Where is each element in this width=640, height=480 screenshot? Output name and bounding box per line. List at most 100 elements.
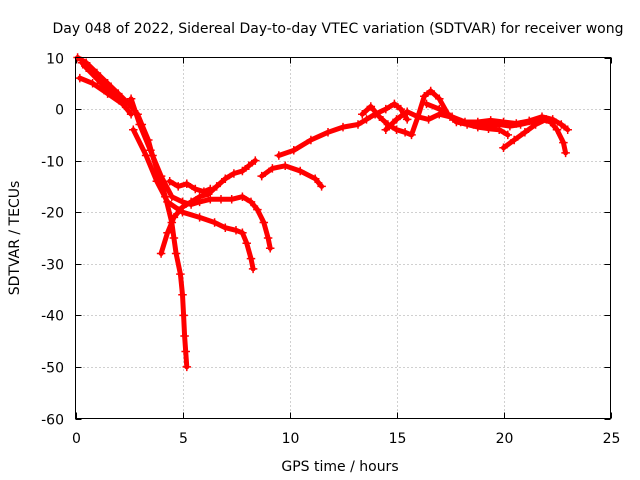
- x-tick-label: 15: [389, 431, 407, 447]
- data-point-plus-marker: [381, 104, 391, 114]
- data-point-plus-marker: [520, 128, 530, 137]
- data-point-plus-marker: [424, 115, 433, 124]
- series-arc-6: [156, 156, 260, 258]
- data-point-plus-marker: [366, 102, 376, 111]
- data-point-plus-marker: [268, 164, 277, 173]
- y-tick-label: -10: [41, 155, 64, 171]
- data-point-plus-marker: [499, 117, 508, 127]
- data-point-plus-marker: [182, 179, 192, 189]
- data-point-plus-marker: [265, 244, 275, 253]
- data-point-plus-marker: [165, 177, 174, 186]
- data-point-plus-marker: [126, 94, 136, 104]
- data-point-plus-marker: [179, 311, 188, 320]
- data-point-plus-marker: [81, 63, 91, 73]
- data-point-plus-marker: [238, 166, 247, 176]
- data-point-plus-marker: [156, 249, 166, 258]
- data-point-plus-marker: [109, 89, 119, 98]
- chart-title: Day 048 of 2022, Sidereal Day-to-day VTE…: [53, 21, 624, 37]
- series-arc-4: [129, 125, 258, 274]
- y-axis-label: SDTVAR / TECUs: [7, 181, 23, 296]
- data-point-plus-marker: [435, 104, 444, 114]
- data-point-plus-marker: [178, 290, 187, 299]
- data-point-plus-marker: [173, 182, 183, 191]
- plot-frame: [75, 57, 611, 419]
- x-tick-label: 25: [603, 431, 621, 447]
- data-point-plus-marker: [251, 156, 260, 165]
- data-point-plus-marker: [141, 151, 151, 160]
- data-point-plus-marker: [75, 73, 85, 83]
- series-arc-12: [422, 99, 572, 134]
- data-point-plus-marker: [473, 117, 483, 127]
- data-point-plus-marker: [274, 151, 284, 160]
- data-point-plus-marker: [280, 161, 290, 171]
- data-point-plus-marker: [169, 213, 179, 222]
- data-point-plus-marker: [559, 138, 568, 147]
- tick-layer: [75, 57, 612, 420]
- data-point-plus-marker: [180, 331, 189, 341]
- x-tick-label: 20: [496, 431, 514, 447]
- data-point-plus-marker: [392, 125, 401, 134]
- data-point-plus-marker: [156, 171, 166, 181]
- data-point-plus-marker: [246, 197, 256, 207]
- data-point-plus-marker: [210, 218, 219, 227]
- data-point-plus-marker: [295, 166, 305, 176]
- data-point-plus-marker: [244, 161, 254, 171]
- data-point-plus-marker: [381, 125, 391, 134]
- data-point-plus-marker: [96, 79, 106, 88]
- data-point-plus-marker: [531, 120, 540, 129]
- data-point-plus-marker: [152, 177, 162, 186]
- data-point-plus-marker: [238, 192, 247, 201]
- y-tick-label: -30: [41, 258, 64, 274]
- series-layer: [73, 53, 572, 372]
- series-arc-5: [126, 94, 275, 253]
- data-point-plus-marker: [221, 223, 230, 232]
- data-point-plus-marker: [129, 125, 138, 134]
- data-point-plus-marker: [561, 148, 570, 158]
- data-point-plus-marker: [253, 205, 262, 214]
- data-point-plus-marker: [400, 128, 410, 137]
- x-tick-label: 5: [179, 431, 188, 447]
- data-point-plus-marker: [426, 86, 435, 96]
- data-point-plus-marker: [563, 125, 572, 134]
- data-point-plus-marker: [353, 120, 363, 129]
- data-point-plus-marker: [338, 122, 348, 132]
- data-point-plus-marker: [362, 115, 371, 124]
- data-point-plus-marker: [246, 254, 256, 263]
- series-line: [276, 101, 410, 158]
- data-point-plus-marker: [317, 182, 326, 191]
- y-tick-label: -40: [41, 309, 64, 325]
- data-point-plus-marker: [413, 112, 423, 122]
- data-point-plus-marker: [178, 202, 187, 212]
- data-point-plus-marker: [422, 99, 431, 109]
- series-arc-7: [165, 177, 215, 196]
- x-tick-label: 10: [282, 431, 300, 447]
- data-point-plus-marker: [358, 109, 367, 119]
- data-point-plus-marker: [289, 146, 299, 155]
- data-point-plus-marker: [402, 115, 412, 124]
- data-point-plus-marker: [176, 269, 185, 279]
- data-point-plus-marker: [163, 197, 172, 207]
- data-point-plus-marker: [402, 107, 412, 116]
- data-point-plus-marker: [146, 146, 155, 155]
- data-point-plus-marker: [407, 130, 416, 140]
- data-point-plus-marker: [542, 115, 551, 124]
- x-axis-label: GPS time / hours: [281, 459, 398, 475]
- data-point-plus-marker: [435, 94, 444, 104]
- data-point-plus-marker: [509, 135, 519, 145]
- series-arc-8: [257, 161, 326, 191]
- data-point-plus-marker: [392, 115, 401, 124]
- data-point-plus-marker: [420, 91, 429, 101]
- data-point-plus-marker: [206, 184, 215, 194]
- data-point-plus-marker: [212, 182, 221, 191]
- data-point-plus-marker: [375, 112, 384, 122]
- data-point-plus-marker: [88, 79, 97, 88]
- data-point-plus-marker: [486, 116, 495, 125]
- data-point-plus-marker: [503, 130, 513, 140]
- data-point-plus-marker: [229, 169, 239, 178]
- series-line: [259, 163, 325, 189]
- data-point-plus-marker: [257, 171, 266, 181]
- data-point-plus-marker: [306, 135, 316, 145]
- data-point-plus-marker: [186, 197, 196, 207]
- data-point-plus-marker: [242, 238, 251, 248]
